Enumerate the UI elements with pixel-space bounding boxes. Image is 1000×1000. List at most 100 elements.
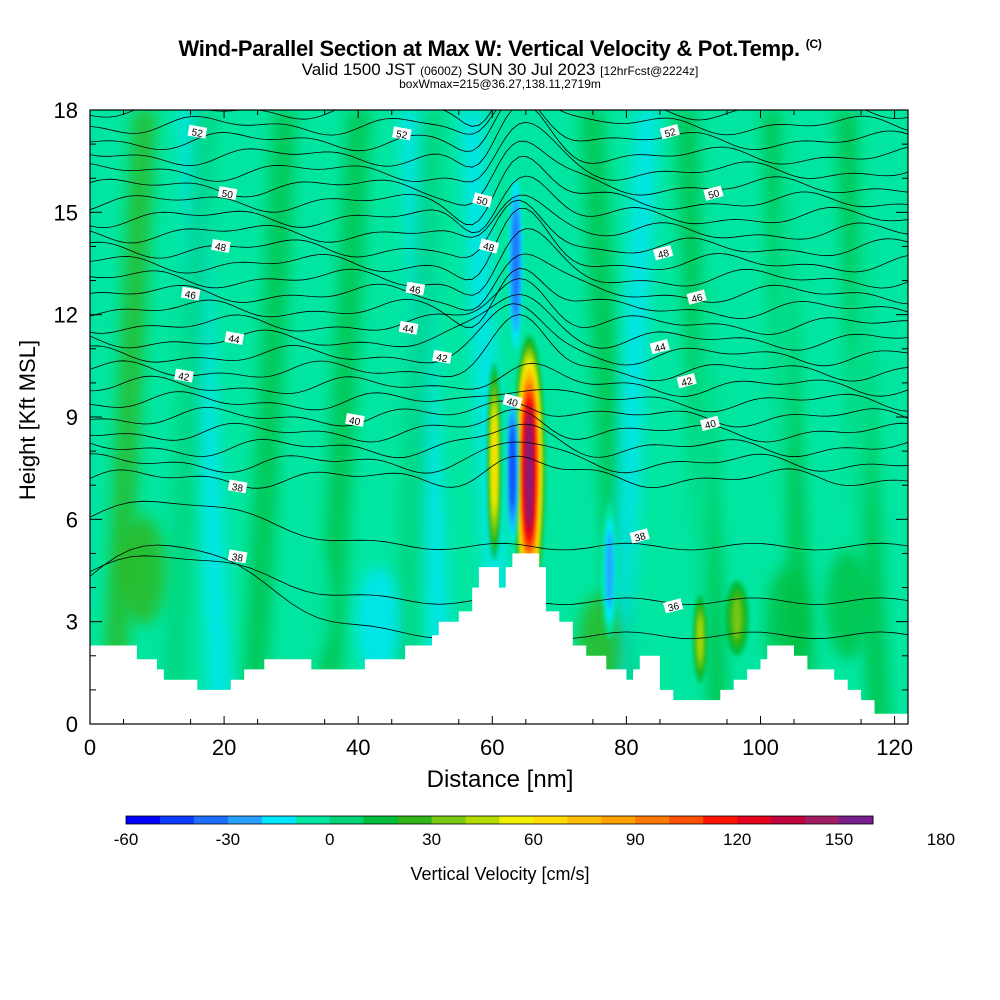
x-tick-label: 120 xyxy=(876,735,913,760)
contour-label-bg xyxy=(224,331,245,346)
colorbar-swatch xyxy=(669,816,704,824)
contour-label-text: 50 xyxy=(707,188,721,202)
theta-contour-label: 52 xyxy=(187,124,208,140)
contour-label-text: 44 xyxy=(654,342,668,356)
contour-label-bg xyxy=(649,338,670,355)
contour-label-text: 48 xyxy=(214,242,227,255)
colorbar-tick-label: -60 xyxy=(114,830,139,849)
theta-contour-label: 48 xyxy=(653,245,674,262)
theta-contour-line xyxy=(90,441,908,474)
velocity-feature-level xyxy=(732,596,742,640)
contour-label-text: 42 xyxy=(435,352,448,365)
theta-contour-line xyxy=(90,121,908,183)
contour-label-bg xyxy=(174,368,194,383)
contour-label-bg xyxy=(659,124,680,140)
contour-label-bg xyxy=(502,393,523,409)
contour-label-text: 42 xyxy=(177,371,190,384)
box-info: boxWmax=215@36.27,138.11,2719m xyxy=(399,77,601,91)
contour-label-bg xyxy=(699,415,721,431)
theta-contour-label: 42 xyxy=(174,368,194,384)
theta-contour-line xyxy=(90,362,908,397)
contour-label-text: 46 xyxy=(690,292,704,306)
contour-label-bg xyxy=(227,479,248,494)
colorbar-swatch xyxy=(805,816,840,824)
velocity-blob xyxy=(121,515,166,626)
theta-contour-line xyxy=(90,400,908,428)
theta-contour-label: 40 xyxy=(345,412,365,428)
contour-label-text: 42 xyxy=(680,376,694,390)
theta-contour-label: 38 xyxy=(227,479,248,495)
theta-contour-label: 52 xyxy=(392,126,412,142)
x-tick-label: 20 xyxy=(212,735,236,760)
velocity-band xyxy=(100,110,157,724)
contour-label-bg xyxy=(653,245,674,261)
contour-label-bg xyxy=(180,286,201,301)
y-tick-label: 9 xyxy=(66,405,78,430)
theta-contour-label: 50 xyxy=(472,192,493,209)
y-tick-label: 15 xyxy=(54,200,78,225)
contour-label-bg xyxy=(676,373,697,389)
colorbar-swatch xyxy=(499,816,534,824)
colorbar-tick-label: 150 xyxy=(825,830,853,849)
x-tick-label: 60 xyxy=(480,735,504,760)
contour-label-bg xyxy=(629,528,650,544)
contour-label-text: 50 xyxy=(475,195,489,209)
colorbar-swatch xyxy=(193,816,229,824)
valid-date: SUN 30 Jul 2023 xyxy=(466,60,596,79)
contour-label-text: 38 xyxy=(231,482,244,495)
contour-label-bg xyxy=(227,549,248,564)
plot-area xyxy=(90,110,908,724)
contour-label-bg xyxy=(432,349,452,364)
contour-label-text: 44 xyxy=(402,323,415,336)
chart-title-text: Wind-Parallel Section at Max W: Vertical… xyxy=(178,36,800,61)
contour-label-text: 36 xyxy=(667,601,681,615)
forecast-info: [12hrFcst@2224z] xyxy=(600,64,699,78)
contour-label-text: 44 xyxy=(227,334,240,347)
theta-contour-label: 40 xyxy=(502,393,523,410)
colorbar-tick-label: 180 xyxy=(927,830,955,849)
colorbar-swatch xyxy=(227,816,263,824)
theta-contour-label: 48 xyxy=(211,238,231,255)
contour-label-text: 48 xyxy=(657,248,671,262)
colorbar-swatch xyxy=(126,816,161,824)
contour-label-bg xyxy=(217,186,238,201)
colorbar-tick-label: 30 xyxy=(422,830,441,849)
theta-contour-label: 46 xyxy=(405,281,426,297)
contour-label-text: 48 xyxy=(482,241,496,255)
contour-label-text: 40 xyxy=(505,396,519,410)
velocity-field-bands xyxy=(100,110,891,724)
velocity-feature-level xyxy=(492,416,497,507)
colorbar-frame xyxy=(125,815,874,825)
theta-contour-line xyxy=(90,303,908,367)
colorbar-tick-label: 60 xyxy=(524,830,543,849)
colorbar-swatch xyxy=(465,816,500,824)
theta-contour-line xyxy=(90,228,908,296)
theta-contour-line xyxy=(90,267,908,328)
theta-contour-label: 44 xyxy=(649,338,670,356)
theta-contour-label: 46 xyxy=(180,286,201,302)
y-tick-label: 3 xyxy=(66,610,78,635)
theta-contour-line xyxy=(90,253,908,311)
chart-title: Wind-Parallel Section at Max W: Vertical… xyxy=(0,36,1000,62)
theta-contour-label: 42 xyxy=(432,349,452,365)
colorbar-swatch xyxy=(261,816,297,824)
colorbar-tick-label: 120 xyxy=(723,830,751,849)
y-tick-label: 6 xyxy=(66,507,78,532)
colorbar-tick-label: 90 xyxy=(626,830,645,849)
contour-label-text: 38 xyxy=(633,531,647,545)
contour-label-text: 52 xyxy=(191,127,204,140)
theta-contour-line xyxy=(90,110,908,168)
colorbar-swatch xyxy=(703,816,738,824)
theta-contour-line xyxy=(90,208,908,281)
theta-contour-line xyxy=(90,175,908,234)
contour-label-text: 52 xyxy=(664,127,678,141)
contour-label-bg xyxy=(392,126,412,141)
contour-label-bg xyxy=(211,238,231,253)
theta-contour-label: 40 xyxy=(699,415,721,432)
velocity-feature-level xyxy=(510,427,515,510)
y-axis-title: Height [Kft MSL] xyxy=(15,339,40,501)
theta-contour-label: 36 xyxy=(663,598,684,615)
theta-contour-label: 50 xyxy=(703,185,724,202)
theta-contour-label: 46 xyxy=(686,289,707,306)
